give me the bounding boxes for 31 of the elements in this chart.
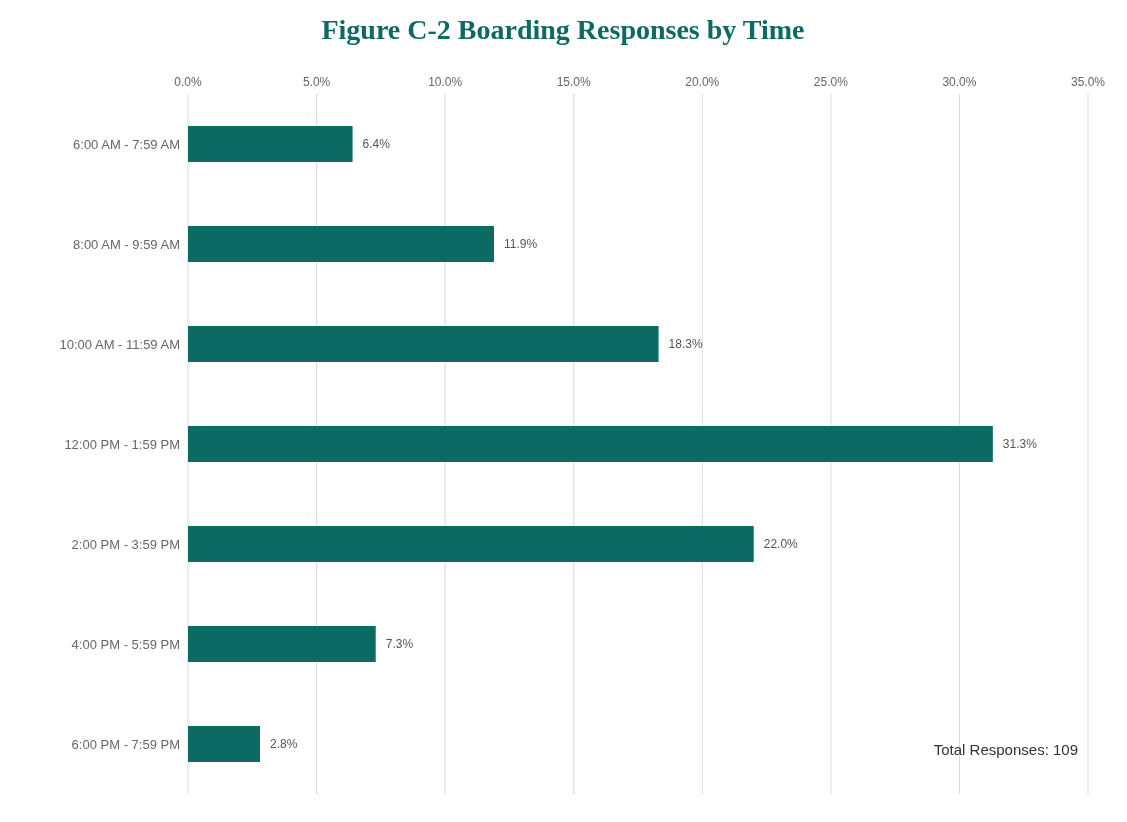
data-label: 11.9% [504,237,538,252]
data-label: 22.0% [763,537,799,552]
data-label: 31.3% [1002,437,1038,452]
bar [188,426,993,462]
x-tick-label: 15.0% [556,75,592,89]
bar [188,326,659,362]
bar [188,626,376,662]
x-tick-label: 20.0% [685,75,720,89]
y-tick-label: 6:00 PM - 7:59 PM [71,736,180,752]
bar [188,526,754,562]
data-label: 2.8% [270,737,298,752]
x-tick-label: 0.0% [174,75,202,89]
y-tick-label: 8:00 AM - 9:59 AM [73,236,180,252]
x-tick-label: 30.0% [942,75,977,89]
data-label: 6.4% [362,137,391,152]
y-tick-label: 2:00 PM - 3:59 PM [71,536,180,552]
y-tick-label: 12:00 PM - 1:59 PM [64,436,180,452]
annotation: Total Responses: 109 [933,741,1078,758]
bar [188,226,494,262]
x-tick-label: 35.0% [1070,75,1106,89]
data-label: 7.3% [385,637,414,652]
bar [188,126,353,162]
data-label: 18.3% [668,337,703,352]
chart-title: Figure C-2 Boarding Responses by Time [320,13,806,47]
y-tick-label: 10:00 AM - 11:59 AM [59,336,180,352]
x-tick-label: 10.0% [428,75,463,89]
bar [188,726,260,762]
x-tick-label: 5.0% [302,75,331,89]
y-tick-label: 6:00 AM - 7:59 AM [73,136,180,152]
y-tick-label: 4:00 PM - 5:59 PM [71,636,180,652]
x-tick-label: 25.0% [813,75,849,89]
